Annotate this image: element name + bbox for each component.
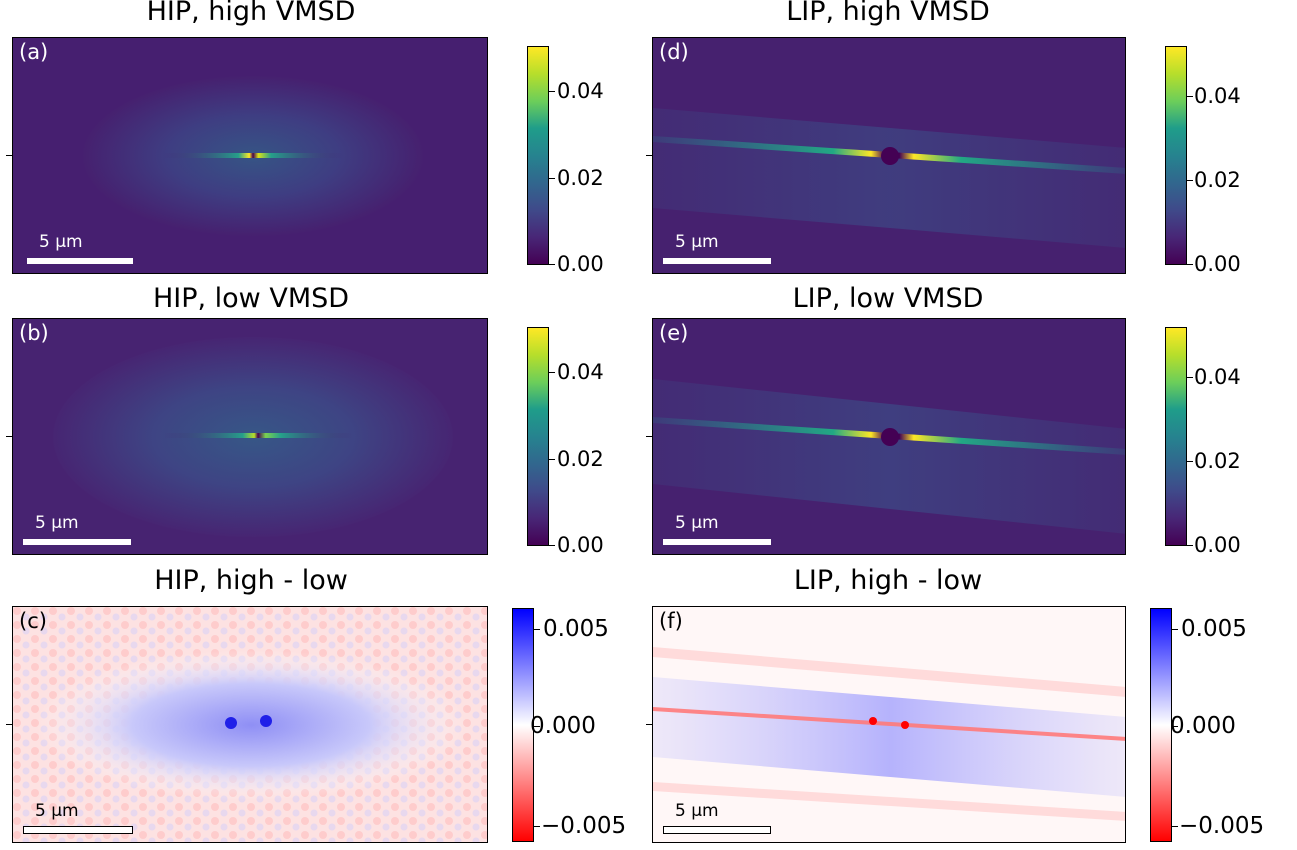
panel-label-c: (c)	[19, 609, 47, 633]
heatmap-c	[13, 607, 487, 842]
y-tick-a	[6, 155, 12, 156]
scalebar-label-e: 5 μm	[675, 513, 719, 533]
colorbar-e-label-000: 0.00	[1194, 533, 1241, 557]
colorbar-d-tick-002	[1187, 180, 1193, 181]
colorbar-d-tick-000	[1187, 264, 1193, 265]
colorbar-c-label-zero: 0.000	[530, 713, 596, 739]
colorbar-d-label-000: 0.00	[1194, 252, 1241, 276]
image-panel-a: (a) 5 μm	[12, 37, 488, 274]
colorbar-a-label-002: 0.02	[557, 166, 604, 190]
colorbar-c-label-pos: 0.005	[543, 616, 609, 642]
image-panel-c: (c) 5 μm	[12, 606, 488, 843]
colorbar-a-label-000: 0.00	[557, 252, 604, 276]
colorbar-d-label-004: 0.04	[1194, 84, 1241, 108]
scalebar-label-b: 5 μm	[35, 513, 79, 533]
panel-label-a: (a)	[19, 40, 49, 64]
colorbar-e-tick-002	[1187, 461, 1193, 462]
image-panel-f: (f) 5 μm	[652, 606, 1126, 843]
colorbar-f-tick-zero	[1172, 726, 1178, 727]
panel-title-b: HIP, low VMSD	[152, 283, 350, 314]
colorbar-c-tick-zero	[534, 726, 540, 727]
panel-title-a: HIP, high VMSD	[146, 0, 356, 27]
y-tick-c	[6, 724, 12, 725]
colorbar-b	[527, 327, 549, 546]
scalebar-f	[663, 826, 771, 834]
colorbar-c-tick-pos	[534, 629, 540, 630]
panel-label-b: (b)	[19, 321, 49, 345]
scalebar-label-a: 5 μm	[39, 232, 83, 252]
colorbar-d-label-002: 0.02	[1194, 168, 1241, 192]
colorbar-b-label-004: 0.04	[557, 360, 604, 384]
heatmap-d	[653, 38, 1125, 273]
colorbar-b-label-002: 0.02	[557, 447, 604, 471]
scalebar-c	[23, 826, 133, 834]
colorbar-f	[1150, 608, 1172, 842]
colorbar-a-tick-000	[549, 264, 555, 265]
colorbar-f-tick-pos	[1172, 629, 1178, 630]
colorbar-c-label-neg: −0.005	[541, 813, 627, 839]
colorbar-a-tick-004	[549, 91, 555, 92]
scalebar-e	[663, 539, 771, 545]
colorbar-e-label-002: 0.02	[1194, 449, 1241, 473]
scalebar-a	[27, 258, 133, 264]
panel-label-f: (f)	[659, 609, 683, 633]
y-tick-b	[6, 436, 12, 437]
image-panel-b: (b) 5 μm	[12, 318, 488, 555]
y-tick-f	[646, 724, 652, 725]
colorbar-d-tick-004	[1187, 96, 1193, 97]
colorbar-e-tick-004	[1187, 377, 1193, 378]
y-tick-d	[646, 155, 652, 156]
colorbar-b-label-000: 0.00	[557, 533, 604, 557]
colorbar-a-label-004: 0.04	[557, 79, 604, 103]
colorbar-c	[512, 608, 534, 842]
panel-title-e: LIP, low VMSD	[792, 283, 984, 314]
scalebar-label-f: 5 μm	[675, 801, 719, 821]
heatmap-f	[653, 607, 1125, 842]
panel-title-c: HIP, high - low	[154, 565, 348, 596]
panel-title-f: LIP, high - low	[793, 565, 983, 596]
y-tick-e	[646, 436, 652, 437]
panel-label-d: (d)	[659, 40, 689, 64]
colorbar-b-tick-004	[549, 372, 555, 373]
colorbar-c-tick-neg	[534, 826, 540, 827]
colorbar-b-tick-002	[549, 459, 555, 460]
panel-title-d: LIP, high VMSD	[786, 0, 990, 27]
scalebar-d	[663, 258, 771, 264]
scalebar-label-d: 5 μm	[675, 232, 719, 252]
image-panel-e: (e) 5 μm	[652, 318, 1126, 555]
colorbar-a-tick-002	[549, 178, 555, 179]
panel-label-e: (e)	[659, 321, 689, 345]
colorbar-f-label-zero: 0.000	[1170, 713, 1236, 739]
heatmap-a	[13, 38, 487, 273]
colorbar-e-tick-000	[1187, 545, 1193, 546]
heatmap-e	[653, 319, 1125, 554]
colorbar-e-label-004: 0.04	[1194, 365, 1241, 389]
scalebar-b	[23, 539, 131, 545]
colorbar-b-tick-000	[549, 545, 555, 546]
colorbar-e	[1165, 327, 1187, 546]
colorbar-a	[527, 46, 549, 265]
heatmap-b	[13, 319, 487, 554]
colorbar-d	[1165, 46, 1187, 265]
colorbar-f-tick-neg	[1172, 826, 1178, 827]
colorbar-f-label-pos: 0.005	[1181, 616, 1247, 642]
image-panel-d: (d) 5 μm	[652, 37, 1126, 274]
scalebar-label-c: 5 μm	[35, 801, 79, 821]
colorbar-f-label-neg: −0.005	[1179, 813, 1265, 839]
